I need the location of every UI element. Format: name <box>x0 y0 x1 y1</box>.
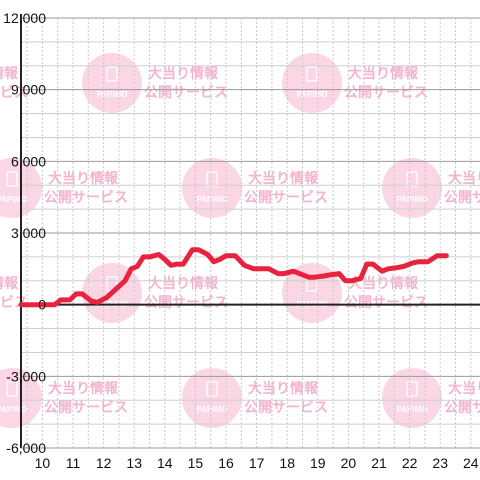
watermark-layer: PAPIMO大当り情報公開サービスPAPIMO大当り情報公開サービスPAPIMO… <box>0 53 480 428</box>
watermark-line1: 大当り情報 <box>0 275 19 291</box>
watermark-line2: 公開サービス <box>144 294 228 310</box>
x-tick-label: 19 <box>310 455 326 471</box>
watermark-line1: 大当り情報 <box>448 380 480 396</box>
x-tick-label: 16 <box>218 455 234 471</box>
x-tick-label: 10 <box>35 455 51 471</box>
watermark-logo-text: PAPIMO <box>297 90 328 99</box>
watermark-logo-text: PAPIMO <box>97 90 128 99</box>
watermark-logo-text: PAPIMO <box>0 405 27 414</box>
watermark-line2: 公開サービス <box>444 189 480 205</box>
series-line-0 <box>18 247 449 308</box>
watermark-line2: 公開サービス <box>444 399 480 415</box>
x-tick-label: 14 <box>157 455 173 471</box>
data-series <box>18 247 449 308</box>
y-tick-label: 9,000 <box>11 82 46 98</box>
watermark-logo-circle <box>82 53 142 113</box>
x-tick-label: 12 <box>96 455 112 471</box>
y-tick-label: 6,000 <box>11 153 46 169</box>
x-tick-label: 20 <box>341 455 357 471</box>
tick-labels: -6,000 -3,000 0 3,000 6,000 9,000 12,000 10 11 12… <box>3 10 479 471</box>
watermark-line1: 大当り情報 <box>148 275 219 291</box>
watermark-logo-circle <box>182 368 242 428</box>
watermark-logo-circle <box>282 53 342 113</box>
y-tick-label: -3,000 <box>6 368 46 384</box>
watermark-line1: 大当り情報 <box>0 65 19 81</box>
watermark-logo-icon <box>306 66 318 82</box>
x-tick-label: 21 <box>371 455 387 471</box>
watermark-logo-text: PAPIMO <box>397 195 428 204</box>
y-tick-label: -6,000 <box>6 440 46 456</box>
watermark-line2: 公開サービス <box>44 399 128 415</box>
watermark-logo-text: PAPIMO <box>197 195 228 204</box>
x-tick-label: 18 <box>279 455 295 471</box>
y-tick-label: 3,000 <box>11 225 46 241</box>
watermark-logo-circle <box>182 158 242 218</box>
watermark-logo-text: PAPIMO <box>0 195 27 204</box>
watermark-line1: 大当り情報 <box>148 65 219 81</box>
watermark-line1: 大当り情報 <box>48 380 119 396</box>
watermark-line1: 大当り情報 <box>248 380 319 396</box>
watermark-logo-icon <box>6 171 18 187</box>
watermark-line2: 公開サービス <box>344 84 428 100</box>
watermark-line1: 大当り情報 <box>48 170 119 186</box>
watermark-line1: 大当り情報 <box>348 65 419 81</box>
x-tick-label: 22 <box>402 455 418 471</box>
x-tick-label: 23 <box>432 455 448 471</box>
watermark-logo-icon <box>206 171 218 187</box>
watermark-line2: 公開サービス <box>144 84 228 100</box>
watermark-logo-icon <box>106 66 118 82</box>
y-tick-label: 12,000 <box>3 10 46 26</box>
watermark-line1: 大当り情報 <box>348 275 419 291</box>
y-tick-label: 0 <box>38 297 46 313</box>
watermark-logo-text: PAPIMO <box>197 405 228 414</box>
x-tick-label: 11 <box>66 455 81 471</box>
watermark-logo-icon <box>406 171 418 187</box>
watermark-line2: 公開サービス <box>244 189 328 205</box>
watermark-logo-circle <box>382 368 442 428</box>
watermark-line1: 大当り情報 <box>448 170 480 186</box>
watermark-line2: 公開サービス <box>344 294 428 310</box>
watermark-line2: 公開サービス <box>44 189 128 205</box>
watermark-logo-icon <box>6 381 18 397</box>
watermark-logo-circle <box>282 263 342 323</box>
watermark-logo-circle <box>382 158 442 218</box>
x-tick-label: 24 <box>463 455 479 471</box>
watermark-logo-icon <box>206 381 218 397</box>
watermark-line2: 公開サービス <box>244 399 328 415</box>
watermark-line1: 大当り情報 <box>248 170 319 186</box>
watermark-logo-text: PAPIMO <box>397 405 428 414</box>
x-tick-label: 17 <box>249 455 265 471</box>
watermark-line2: 公開サービス <box>0 294 28 310</box>
x-tick-label: 15 <box>188 455 204 471</box>
x-tick-label: 13 <box>126 455 142 471</box>
watermark-logo-icon <box>406 381 418 397</box>
